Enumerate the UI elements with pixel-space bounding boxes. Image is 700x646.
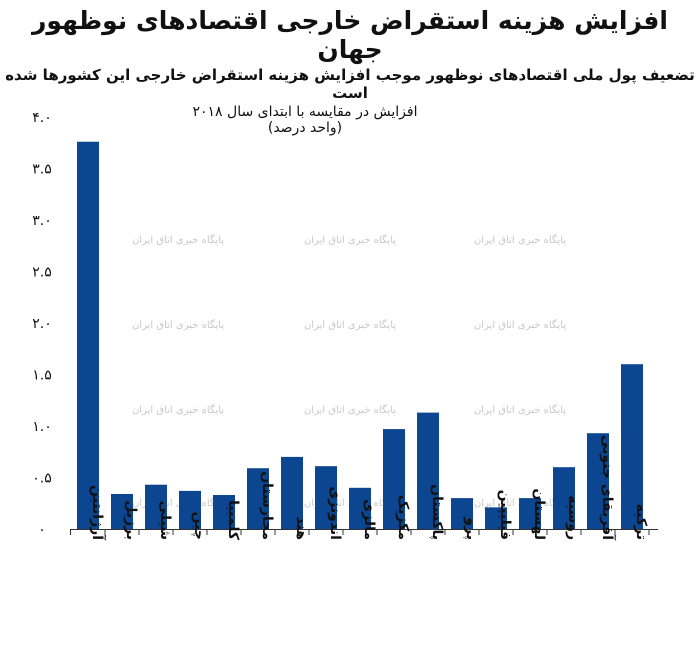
y-tick-label: ۲.۵ [32, 265, 52, 281]
bar [485, 507, 507, 529]
y-tick-label: ۱.۵ [32, 368, 52, 384]
bar [315, 466, 337, 529]
watermark-text: پایگاه خبری اتاق ایران [474, 404, 566, 416]
bar [179, 490, 201, 529]
bar [451, 498, 473, 529]
x-tick-label: ترکیه [633, 504, 649, 540]
y-tick-label: ۴.۰ [32, 110, 52, 126]
x-tick-label: کلمبیا [225, 500, 241, 541]
x-tick-label: آرژانتین [89, 485, 107, 541]
watermark-text: پایگاه خبری اتاق ایران [474, 234, 566, 246]
y-tick-label: ۳.۰ [32, 213, 52, 229]
watermark-text: پایگاه خبری اتاق ایران [132, 319, 224, 331]
bar [213, 495, 235, 529]
chart-title: افزایش هزینه استقراض خارجی اقتصادهای نوظ… [32, 6, 668, 64]
watermark-text: پایگاه خبری اتاق ایران [304, 234, 396, 246]
x-tick-label: لهستان [531, 488, 547, 540]
x-tick-label: برزیل [123, 500, 139, 540]
chart-subtitle: تضعیف پول ملی اقتصادهای نوظهور موجب افزا… [5, 66, 695, 102]
x-tick-label: آفریقای جنوبی [599, 435, 617, 541]
watermark-text: پایگاه خبری اتاق ایران [132, 234, 224, 246]
y-tick-label: ۱.۰ [32, 419, 52, 435]
x-tick-label: روسیه [565, 495, 581, 540]
bar [111, 493, 133, 529]
watermark-text: پایگاه خبری اتاق ایران [132, 404, 224, 416]
y-axis-label: افزایش در مقایسه با ابتدای سال ۲۰۱۸ (واح… [192, 104, 418, 136]
bar [247, 468, 269, 529]
x-tick-label: فیلیپین [497, 490, 513, 540]
watermark-text: پایگاه خبری اتاق ایران [304, 319, 396, 331]
bar [77, 141, 99, 529]
bar [349, 487, 371, 529]
y-tick-label: ۰ [38, 522, 46, 538]
x-tick-label: شیلی [157, 501, 173, 540]
bar [553, 467, 575, 529]
x-tick-label: مجارستان [259, 471, 275, 540]
bar [383, 429, 405, 529]
y-tick-label: ۲.۰ [32, 316, 52, 332]
x-tick-label: اندونزی [327, 486, 343, 540]
bar [417, 412, 439, 529]
x-tick-label: پرو [463, 516, 479, 540]
y-tick-label: ۳.۵ [32, 162, 52, 178]
x-tick-label: پاکستان [429, 484, 445, 540]
y-tick-label: ۰.۵ [32, 471, 52, 487]
x-tick-label: مالزی [361, 499, 377, 540]
x-tick-label: هند [293, 516, 309, 540]
x-tick-label: مکزیک [395, 495, 411, 540]
watermark-text: پایگاه خبری اتاق ایران [474, 319, 566, 331]
bar [519, 498, 541, 529]
bar [621, 364, 643, 529]
bar [145, 484, 167, 529]
watermark-text: پایگاه خبری اتاق ایران [304, 404, 396, 416]
bar [281, 456, 303, 529]
x-tick-label: چین [191, 512, 207, 540]
bar [587, 433, 609, 529]
